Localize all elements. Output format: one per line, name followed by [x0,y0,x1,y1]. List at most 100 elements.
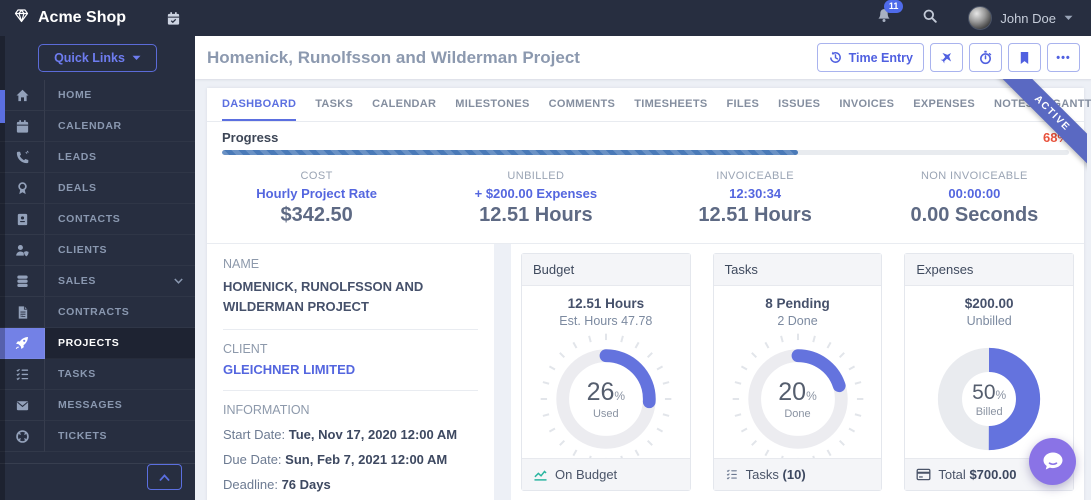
life-ring-icon [0,421,45,452]
project-details: NAME HOMENICK, RUNOLFSSON AND WILDERMAN … [207,244,494,500]
progress-label: Progress [222,130,279,145]
sidebar-nav: HOME CALENDAR LEADS DEALS CONTACTS CLIEN… [0,80,195,452]
sidebar-item-leads[interactable]: LEADS [0,142,195,173]
tab-timesheets[interactable]: TIMESHEETS [634,98,708,110]
expenses-donut: 50% Billed [918,328,1060,458]
stopwatch-button[interactable] [969,43,1002,72]
project-tabs: DASHBOARD TASKS CALENDAR MILESTONES COMM… [207,88,1091,122]
avatar [968,6,993,30]
notifications-bell-icon[interactable]: 11 [876,0,904,29]
tab-calendar[interactable]: CALENDAR [372,98,437,110]
tab-expenses[interactable]: EXPENSES [913,98,975,110]
caret-down-icon [1064,15,1073,20]
tasks-card-title: Tasks [713,254,882,286]
time-entry-button[interactable]: Time Entry [816,43,924,72]
chevron-up-icon [159,473,170,481]
stat-invoiceable: INVOICEABLE 12:30:34 12.51 Hours [698,170,812,226]
tab-invoices[interactable]: INVOICES [839,98,895,110]
budget-card: Budget 12.51 Hours Est. Hours 47.78 26% … [521,253,691,491]
calendar-check-icon[interactable] [166,11,181,26]
tab-tasks[interactable]: TASKS [315,98,354,110]
chart-line-icon [534,470,547,481]
brand-name: Acme Shop [38,9,127,26]
user-menu[interactable]: John Doe [968,6,1073,30]
client-link[interactable]: GLEICHNER LIMITED [223,362,356,377]
award-icon [0,173,45,204]
main-area: Homenick, Runolfsson and Wilderman Proje… [195,36,1091,500]
caret-down-icon [132,55,141,60]
project-name-value: HOMENICK, RUNOLFSSON AND WILDERMAN PROJE… [223,279,424,314]
due-date-row: Due Date: Sun, Feb 7, 2021 12:00 AM [223,452,448,467]
notification-badge: 11 [883,0,904,13]
stat-cost: COST Hourly Project Rate $342.50 [256,170,377,226]
tab-notes[interactable]: NOTES [993,98,1034,110]
topbar: Acme Shop 11 John Doe [0,0,1091,36]
tasks-card: Tasks 8 Pending 2 Done 20% Done [712,253,883,491]
tab-issues[interactable]: ISSUES [778,98,821,110]
page-title: Homenick, Runolfsson and Wilderman Proje… [207,47,580,67]
sidebar-item-clients[interactable]: CLIENTS [0,235,195,266]
sidebar-scrollbar[interactable] [0,36,5,500]
sidebar-item-calendar[interactable]: CALENDAR [0,111,195,142]
sidebar-item-projects[interactable]: PROJECTS [0,328,195,359]
stat-unbilled: UNBILLED + $200.00 Expenses 12.51 Hours [474,170,598,226]
list-icon [726,469,737,480]
tab-milestones[interactable]: MILESTONES [455,98,530,110]
bookmark-button[interactable] [1008,43,1041,72]
stat-non-invoiceable: NON INVOICEABLE 00:00:00 0.00 Seconds [910,170,1039,226]
sidebar: Quick Links HOME CALENDAR LEADS DEALS [0,36,195,500]
sidebar-item-tasks[interactable]: TASKS [0,359,195,390]
stopwatch-icon [980,50,992,65]
home-icon [0,80,45,111]
calendar-icon [0,111,45,142]
progress-section: Progress 68% [207,122,1084,164]
more-actions-button[interactable]: ••• [1047,43,1080,72]
chat-bubble-icon [1043,452,1062,469]
page-header: Homenick, Runolfsson and Wilderman Proje… [195,36,1091,79]
airplane-button[interactable] [930,43,963,72]
chat-widget-button[interactable] [1029,438,1076,485]
bookmark-icon [1020,51,1029,64]
sidebar-item-contracts[interactable]: CONTRACTS [0,297,195,328]
rocket-icon [0,328,45,359]
phone-icon [0,142,45,173]
column-gap [494,244,511,500]
sidebar-item-home[interactable]: HOME [0,80,195,111]
budget-gauge: 26% Used [535,328,677,458]
file-contract-icon [0,297,45,328]
expenses-card-title: Expenses [905,254,1074,286]
sidebar-item-tickets[interactable]: TICKETS [0,421,195,452]
gem-logo-icon [13,8,30,29]
ellipsis-icon: ••• [1056,51,1071,64]
sidebar-item-contacts[interactable]: CONTACTS [0,204,195,235]
tab-dashboard[interactable]: DASHBOARD [222,98,297,121]
sidebar-divider [0,463,195,464]
sidebar-collapse-button[interactable] [147,464,182,490]
credit-card-icon [916,468,931,481]
user-shield-icon [0,235,45,266]
envelope-icon [0,390,45,421]
dashboard-panel: DASHBOARD TASKS CALENDAR MILESTONES COMM… [207,88,1091,500]
tab-files[interactable]: FILES [726,98,760,110]
tab-gantt[interactable]: GANTT [1052,98,1091,110]
name-label: NAME [223,257,260,271]
tab-comments[interactable]: COMMENTS [548,98,616,110]
chevron-down-icon [174,278,183,284]
list-check-icon [0,359,45,390]
tasks-card-footer: Tasks (10) [713,458,882,490]
user-name: John Doe [1000,10,1056,26]
sidebar-item-deals[interactable]: DEALS [0,173,195,204]
progress-bar-fill [222,150,798,155]
sidebar-item-messages[interactable]: MESSAGES [0,390,195,421]
progress-percent: 68% [1042,130,1069,145]
airplane-icon [940,52,952,64]
information-label: INFORMATION [223,403,310,417]
search-icon[interactable] [922,8,938,29]
history-icon [829,51,841,63]
stats-row: COST Hourly Project Rate $342.50 UNBILLE… [207,164,1084,244]
progress-bar [222,150,1069,155]
quick-links-button[interactable]: Quick Links [38,44,157,72]
budget-card-footer: On Budget [522,458,690,490]
sidebar-item-sales[interactable]: SALES [0,266,195,297]
database-icon [0,266,45,297]
